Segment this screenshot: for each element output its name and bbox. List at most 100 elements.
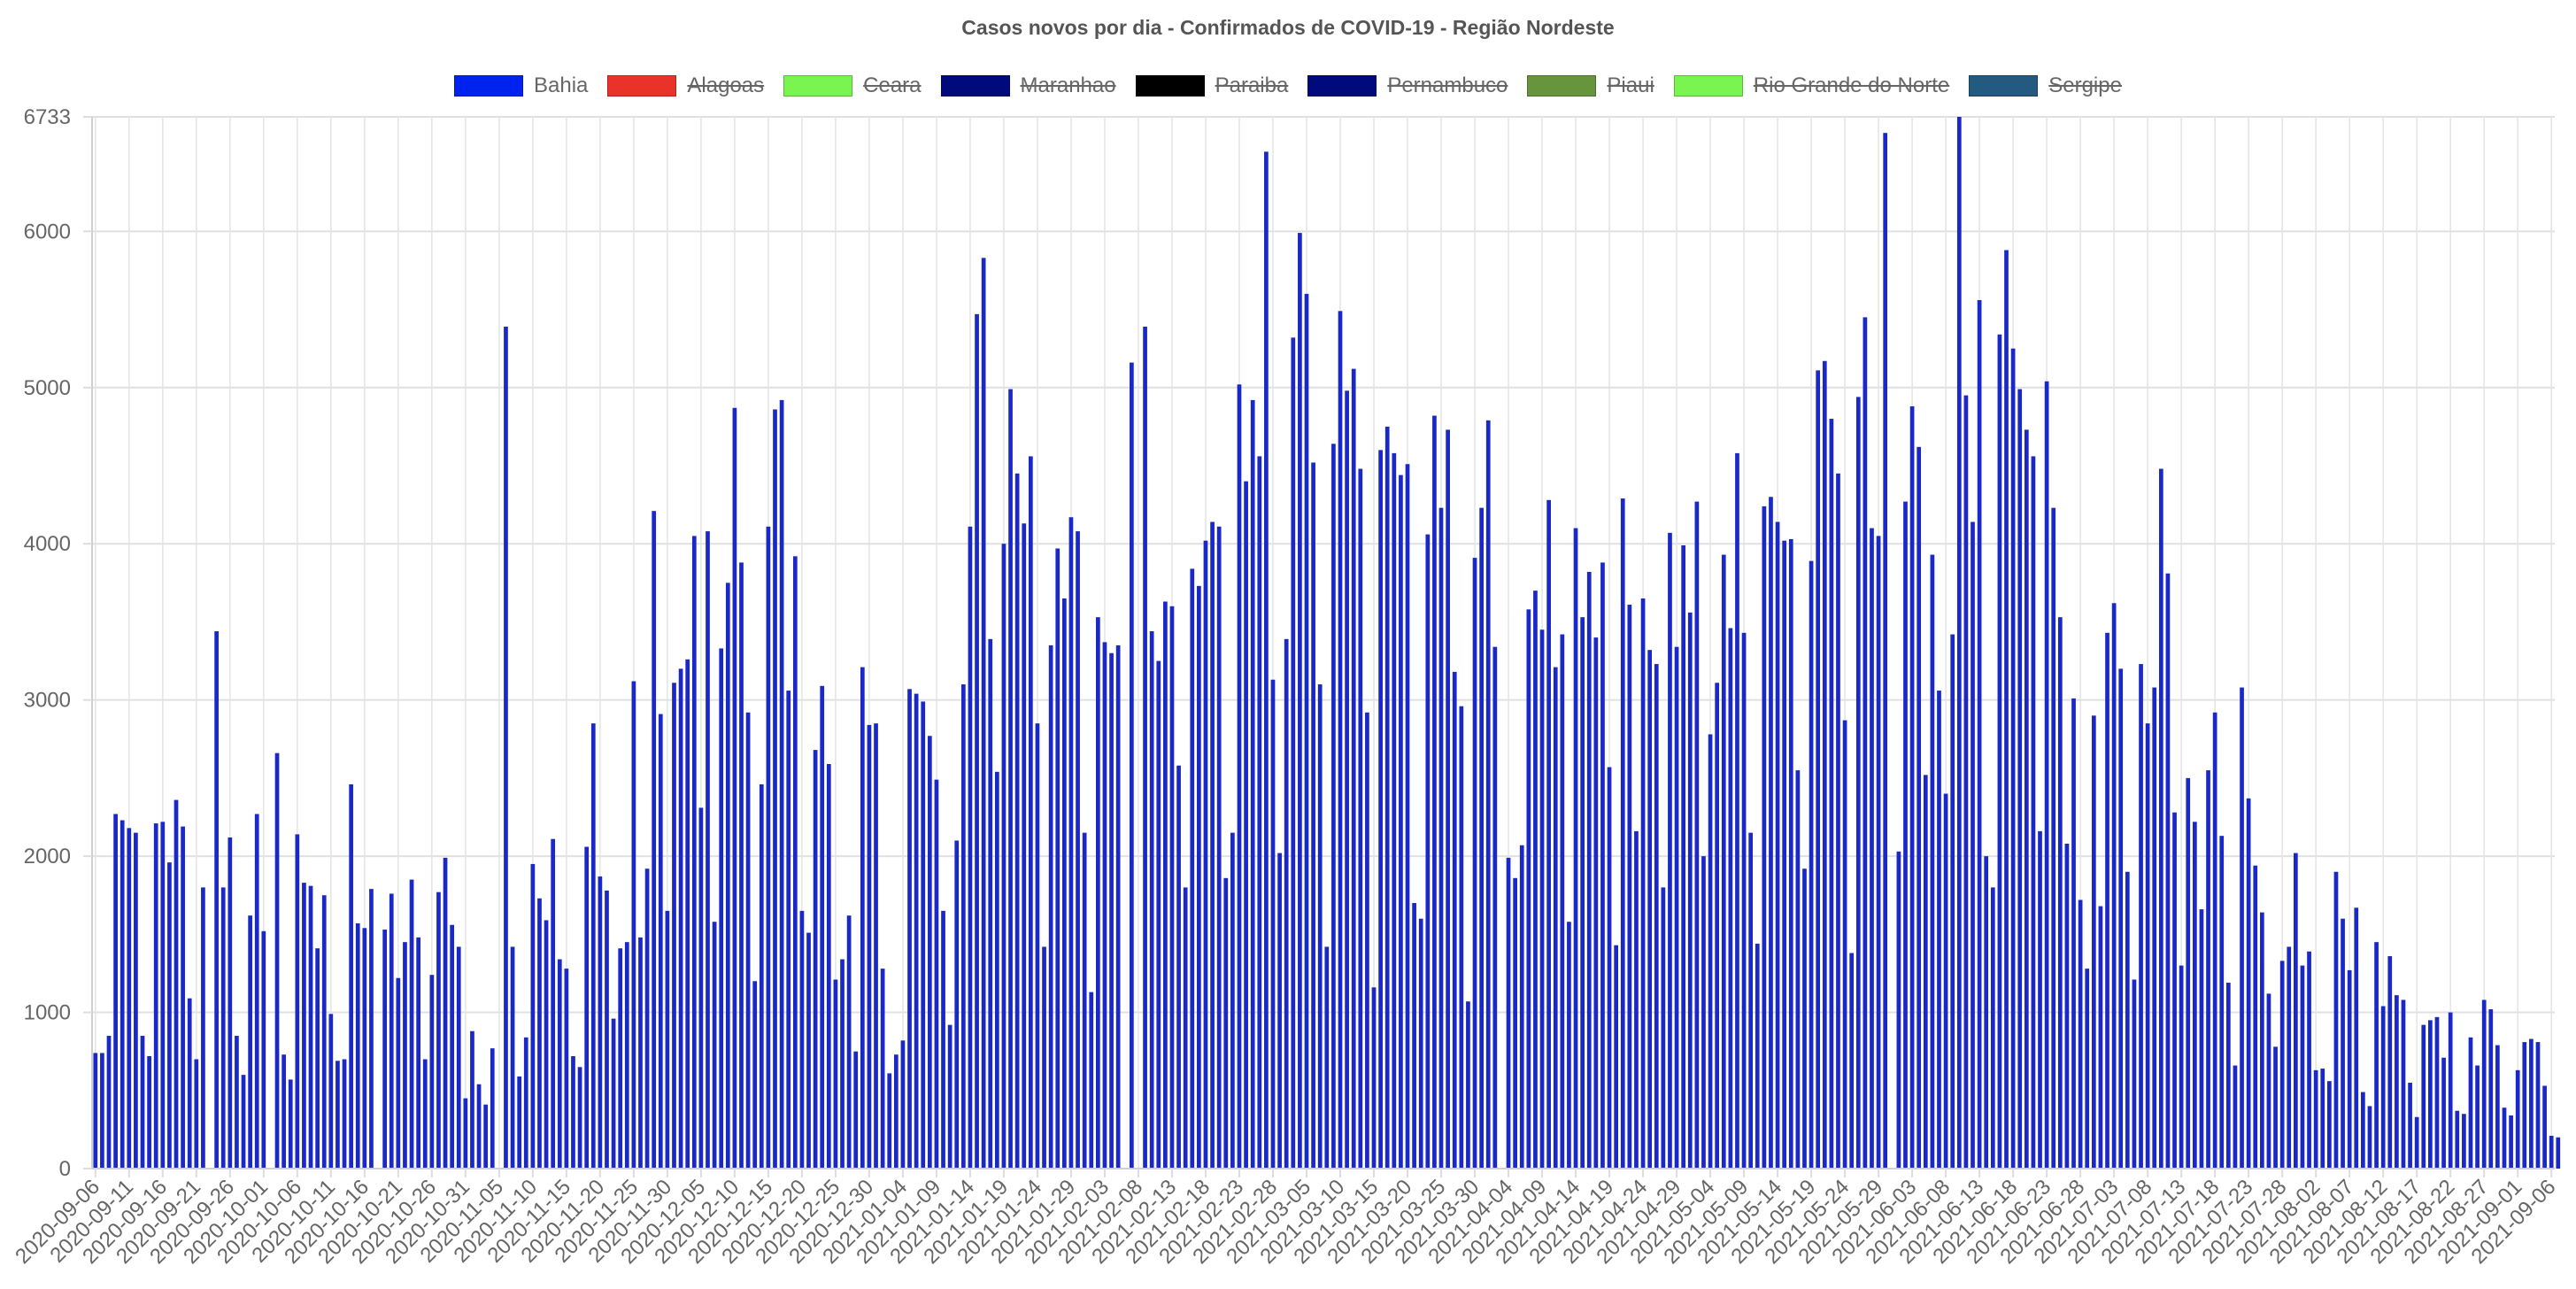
bar (1728, 628, 1733, 1169)
bar (1311, 462, 1315, 1169)
legend-label: Piaui (1607, 73, 1654, 97)
y-tick-label: 0 (59, 1157, 71, 1181)
bar (1721, 554, 1726, 1169)
bar (1169, 606, 1175, 1169)
legend-item-maranhao[interactable]: Maranhao (940, 73, 1116, 98)
bar (321, 895, 327, 1169)
bar (2287, 946, 2292, 1169)
bar (2139, 664, 2143, 1169)
bar (422, 1059, 428, 1169)
bar (2408, 1082, 2412, 1169)
grid-lines (92, 116, 2555, 1169)
legend-item-paraiba[interactable]: Paraiba (1135, 73, 1288, 98)
bar (1143, 326, 1147, 1169)
bar (564, 969, 569, 1169)
bar (2091, 715, 2096, 1169)
bar (584, 846, 590, 1169)
bar (1432, 415, 1437, 1169)
legend-swatch (1307, 75, 1377, 96)
bar (1425, 534, 1431, 1169)
bar (2475, 1065, 2480, 1169)
bar (2111, 603, 2117, 1169)
bar (1405, 464, 1410, 1169)
legend-swatch (1527, 75, 1597, 96)
bar (1149, 631, 1154, 1169)
bar (274, 753, 280, 1169)
bar (2307, 951, 2311, 1169)
legend-label: Maranhao (1020, 73, 1116, 97)
bar (1614, 945, 1618, 1169)
legend-label: Ceara (863, 73, 922, 97)
bar (396, 977, 401, 1169)
bar (1741, 632, 1747, 1169)
bar (2118, 668, 2124, 1169)
bar (2186, 777, 2191, 1169)
legend-item-rio-grande-do-norte[interactable]: Rio Grande do Norte (1673, 73, 1950, 98)
bar (1855, 397, 1861, 1169)
bar (833, 979, 838, 1169)
bar (490, 1048, 495, 1169)
bar (813, 750, 818, 1169)
bar (160, 822, 166, 1169)
bar (725, 583, 730, 1169)
bar (1304, 293, 1309, 1169)
bar (1553, 667, 1558, 1169)
bar (2313, 1069, 2318, 1169)
y-tick-label: 5000 (24, 376, 71, 400)
bar (1096, 617, 1100, 1169)
legend-label: Rio Grande do Norte (1753, 73, 1950, 97)
y-tick-label: 6000 (24, 220, 71, 243)
bar (1291, 337, 1296, 1169)
bar (672, 683, 676, 1169)
bar (2495, 1045, 2500, 1169)
bar (2192, 822, 2197, 1169)
bar (1937, 691, 1941, 1169)
legend-item-ceara[interactable]: Ceara (783, 73, 922, 98)
bar (1533, 590, 1538, 1169)
bar (2051, 507, 2056, 1169)
bar (1485, 420, 1491, 1169)
bar (416, 937, 421, 1169)
bar (1277, 853, 1282, 1169)
bar (1546, 499, 1551, 1169)
bar (1156, 660, 1161, 1169)
bar (988, 638, 993, 1169)
bar (450, 924, 455, 1169)
bar (153, 823, 158, 1169)
bar (1640, 598, 1646, 1169)
legend-item-alagoas[interactable]: Alagoas (607, 73, 764, 98)
bar (1990, 887, 1995, 1169)
bar (638, 937, 643, 1169)
bar (590, 723, 596, 1169)
bar (1203, 540, 1208, 1169)
bar (2333, 871, 2339, 1169)
bar (504, 326, 508, 1169)
bar (1076, 531, 1080, 1169)
y-tick-label: 1000 (24, 1001, 71, 1025)
legend-item-sergipe[interactable]: Sergipe (1969, 73, 2122, 98)
legend-item-pernambuco[interactable]: Pernambuco (1307, 73, 1508, 98)
bar (282, 1054, 286, 1169)
bar (1331, 444, 1336, 1169)
bar (2509, 1115, 2513, 1169)
bar (389, 893, 394, 1169)
bar (2038, 830, 2042, 1169)
bar (2367, 1106, 2372, 1169)
bar (248, 915, 252, 1169)
legend-item-piaui[interactable]: Piaui (1527, 73, 1654, 98)
bar (1513, 877, 1517, 1169)
bar (1399, 475, 1403, 1169)
bar (2132, 979, 2137, 1169)
bar (678, 668, 683, 1169)
bar (2529, 1038, 2534, 1169)
bar (1371, 987, 1377, 1169)
bar (806, 932, 811, 1169)
bar (167, 862, 172, 1169)
bar (328, 1014, 334, 1169)
bar (1539, 629, 1545, 1169)
legend-swatch (940, 75, 1010, 96)
bar (1708, 734, 1713, 1169)
bar (698, 807, 704, 1169)
legend-item-bahia[interactable]: Bahia (454, 73, 588, 98)
